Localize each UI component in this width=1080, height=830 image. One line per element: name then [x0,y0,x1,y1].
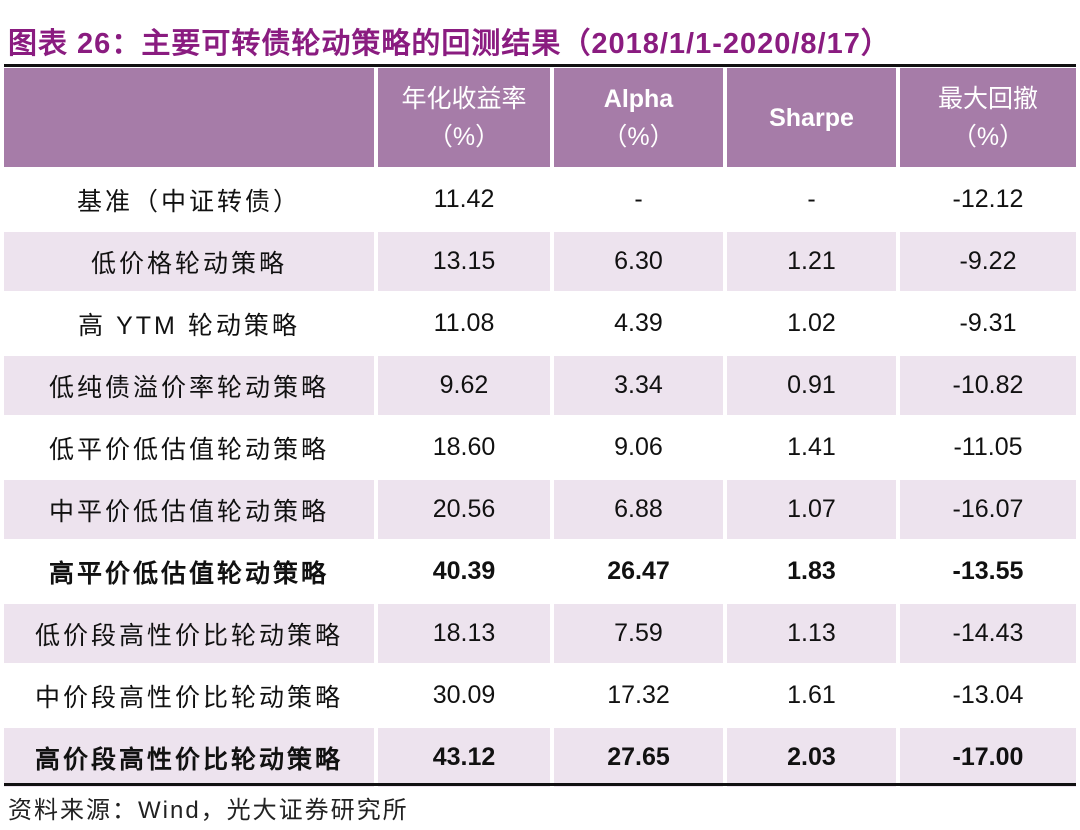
table-cell: 1.61 [787,681,836,709]
table-cell: 26.47 [607,557,670,585]
table-cell: 6.88 [554,480,723,539]
figure-title: 图表 26：主要可转债轮动策略的回测结果（2018/1/1-2020/8/17） [8,28,891,60]
table-cell: -16.07 [900,480,1076,539]
top-rule [4,64,1076,67]
header-text: 最大回撤 [937,84,1038,113]
header-text: （%） [951,122,1025,151]
column-header: 最大回撤 （%） [900,68,1076,167]
table-cell: - [634,185,643,213]
header-text: Sharpe [769,103,854,132]
row-label: 高 YTM 轮动策略 [78,311,300,340]
source-note: 资料来源：Wind，光大证券研究所 [8,797,409,824]
header-text: 年化收益率 [401,84,527,113]
table-cell: 1.13 [727,604,896,663]
table-cell: 13.15 [378,232,550,291]
table-cell: -13.04 [952,681,1024,709]
bottom-rule [4,783,1076,786]
table-cell: 6.30 [554,232,723,291]
table-cell: 1.07 [727,480,896,539]
table-cell: 0.91 [727,356,896,415]
row-label: 低平价低估值轮动策略 [48,435,329,464]
table-cell: 4.39 [614,309,663,337]
table-cell: 1.02 [787,309,836,337]
row-label: 中价段高性价比轮动策略 [34,683,343,712]
row-label: 高价段高性价比轮动策略 [4,728,374,787]
table-cell: 3.34 [554,356,723,415]
results-table: 年化收益率 （%） Alpha （%） Sharpe 最大回撤 （%） 基准（中证转债） 11.… [4,68,1076,787]
table-cell: 11.42 [433,185,495,213]
table-cell: 27.65 [554,728,723,787]
table-cell: -11.05 [953,433,1023,461]
table-cell: 40.39 [432,557,496,585]
table-cell: 18.13 [378,604,550,663]
header-text: Alpha [603,84,674,113]
table-cell: -14.43 [900,604,1076,663]
row-label: 低纯债溢价率轮动策略 [4,356,374,415]
table-cell: 1.41 [787,433,836,461]
table-cell: 43.12 [378,728,550,787]
row-label: 高平价低估值轮动策略 [48,559,329,588]
column-header [4,68,374,167]
table-cell: 9.62 [378,356,550,415]
table-cell: 30.09 [432,681,496,709]
table-cell: 17.32 [607,681,670,709]
table-cell: -9.22 [900,232,1076,291]
column-header: Sharpe [727,68,896,167]
row-label: 低价段高性价比轮动策略 [4,604,374,663]
table-cell: -10.82 [900,356,1076,415]
table-cell: -12.12 [952,185,1024,213]
row-label: 低价格轮动策略 [4,232,374,291]
table-cell: -17.00 [900,728,1076,787]
row-label: 中平价低估值轮动策略 [4,480,374,539]
table-cell: 20.56 [378,480,550,539]
row-label: 基准（中证转债） [76,187,301,216]
column-header: 年化收益率 （%） [378,68,550,167]
table-cell: -9.31 [959,309,1017,337]
header-text: （%） [602,122,675,151]
table-cell: 11.08 [433,309,495,337]
table-cell: 7.59 [554,604,723,663]
table-cell: 1.83 [787,557,836,585]
table-cell: 18.60 [432,433,496,461]
table-cell: 1.21 [727,232,896,291]
table-cell: - [807,185,816,213]
table-cell: 2.03 [727,728,896,787]
table-cell: 9.06 [614,433,663,461]
column-header: Alpha （%） [554,68,723,167]
table-cell: -13.55 [952,557,1024,585]
header-text: （%） [427,122,501,151]
